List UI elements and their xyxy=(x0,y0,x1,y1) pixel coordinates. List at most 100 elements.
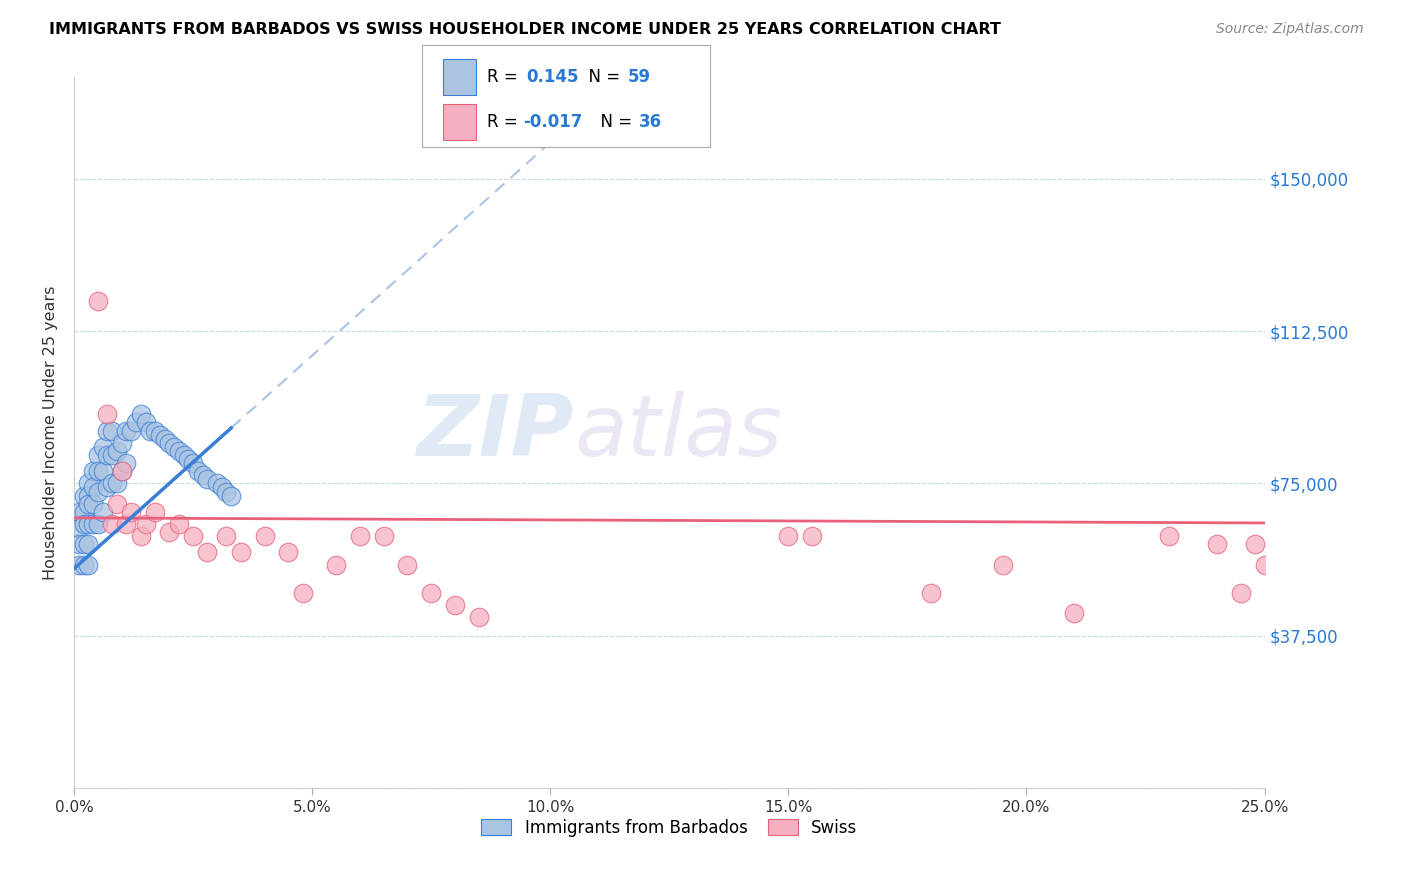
Point xyxy=(219,489,242,503)
Point xyxy=(181,529,204,543)
Text: atlas: atlas xyxy=(574,391,782,475)
Point xyxy=(91,505,114,519)
Point xyxy=(135,516,157,531)
Point xyxy=(77,476,100,491)
Point xyxy=(920,586,942,600)
Point xyxy=(1206,537,1229,551)
Text: ZIP: ZIP xyxy=(416,391,574,475)
Point xyxy=(291,586,314,600)
Point xyxy=(801,529,824,543)
Point xyxy=(253,529,276,543)
Point xyxy=(111,435,134,450)
Point xyxy=(1253,558,1275,572)
Point xyxy=(67,521,90,535)
Point xyxy=(77,516,100,531)
Point xyxy=(115,456,138,470)
Point xyxy=(77,558,100,572)
Point xyxy=(67,558,90,572)
Text: 0.145: 0.145 xyxy=(526,68,579,87)
Point xyxy=(101,516,124,531)
Point xyxy=(167,444,190,458)
Point xyxy=(72,516,94,531)
Point xyxy=(143,505,166,519)
Point xyxy=(191,468,214,483)
Text: R =: R = xyxy=(486,113,523,131)
Point xyxy=(120,424,142,438)
Point xyxy=(373,529,395,543)
Point xyxy=(105,444,128,458)
Point xyxy=(111,464,134,478)
Point xyxy=(125,416,148,430)
Text: -0.017: -0.017 xyxy=(523,113,583,131)
Point xyxy=(129,529,152,543)
Point xyxy=(96,448,118,462)
Text: IMMIGRANTS FROM BARBADOS VS SWISS HOUSEHOLDER INCOME UNDER 25 YEARS CORRELATION : IMMIGRANTS FROM BARBADOS VS SWISS HOUSEH… xyxy=(49,22,1001,37)
Point xyxy=(157,525,180,540)
Point xyxy=(91,464,114,478)
Point xyxy=(1244,537,1267,551)
Point xyxy=(120,505,142,519)
Point xyxy=(215,484,238,499)
Point xyxy=(349,529,371,543)
Point xyxy=(181,456,204,470)
Point xyxy=(149,427,172,442)
Point xyxy=(105,497,128,511)
Point xyxy=(325,558,347,572)
Point xyxy=(105,476,128,491)
Text: 36: 36 xyxy=(638,113,662,131)
Point xyxy=(72,558,94,572)
Point xyxy=(991,558,1014,572)
Point xyxy=(67,537,90,551)
Point xyxy=(111,464,134,478)
Point xyxy=(396,558,419,572)
Point xyxy=(135,416,157,430)
Point xyxy=(163,440,186,454)
Point xyxy=(167,516,190,531)
Point xyxy=(173,448,195,462)
Point xyxy=(143,424,166,438)
Point xyxy=(77,489,100,503)
Point xyxy=(205,476,228,491)
Point xyxy=(129,408,152,422)
Point xyxy=(72,537,94,551)
Text: N =: N = xyxy=(589,113,637,131)
Point xyxy=(1229,586,1251,600)
Point xyxy=(87,484,110,499)
Point xyxy=(72,489,94,503)
Point xyxy=(420,586,443,600)
Point xyxy=(96,480,118,494)
Point xyxy=(229,545,252,559)
Point xyxy=(101,476,124,491)
Point xyxy=(96,424,118,438)
Point xyxy=(211,480,233,494)
Text: 59: 59 xyxy=(627,68,651,87)
Text: N =: N = xyxy=(578,68,626,87)
Point xyxy=(187,464,209,478)
Point xyxy=(82,516,104,531)
Point xyxy=(77,497,100,511)
Point xyxy=(277,545,299,559)
Point xyxy=(215,529,238,543)
Point xyxy=(197,472,219,486)
Point xyxy=(778,529,800,543)
Point xyxy=(157,435,180,450)
Point xyxy=(1159,529,1181,543)
Point xyxy=(101,424,124,438)
Point xyxy=(82,464,104,478)
Y-axis label: Householder Income Under 25 years: Householder Income Under 25 years xyxy=(44,285,58,580)
Point xyxy=(115,424,138,438)
Legend: Immigrants from Barbados, Swiss: Immigrants from Barbados, Swiss xyxy=(475,812,863,844)
Point xyxy=(177,452,200,467)
Point xyxy=(139,424,162,438)
Point xyxy=(91,440,114,454)
Point xyxy=(87,293,110,308)
Point xyxy=(77,537,100,551)
Point xyxy=(101,448,124,462)
Text: Source: ZipAtlas.com: Source: ZipAtlas.com xyxy=(1216,22,1364,37)
Text: R =: R = xyxy=(486,68,529,87)
Point xyxy=(197,545,219,559)
Point xyxy=(72,505,94,519)
Point xyxy=(1063,607,1085,621)
Point xyxy=(153,432,176,446)
Point xyxy=(444,598,467,612)
